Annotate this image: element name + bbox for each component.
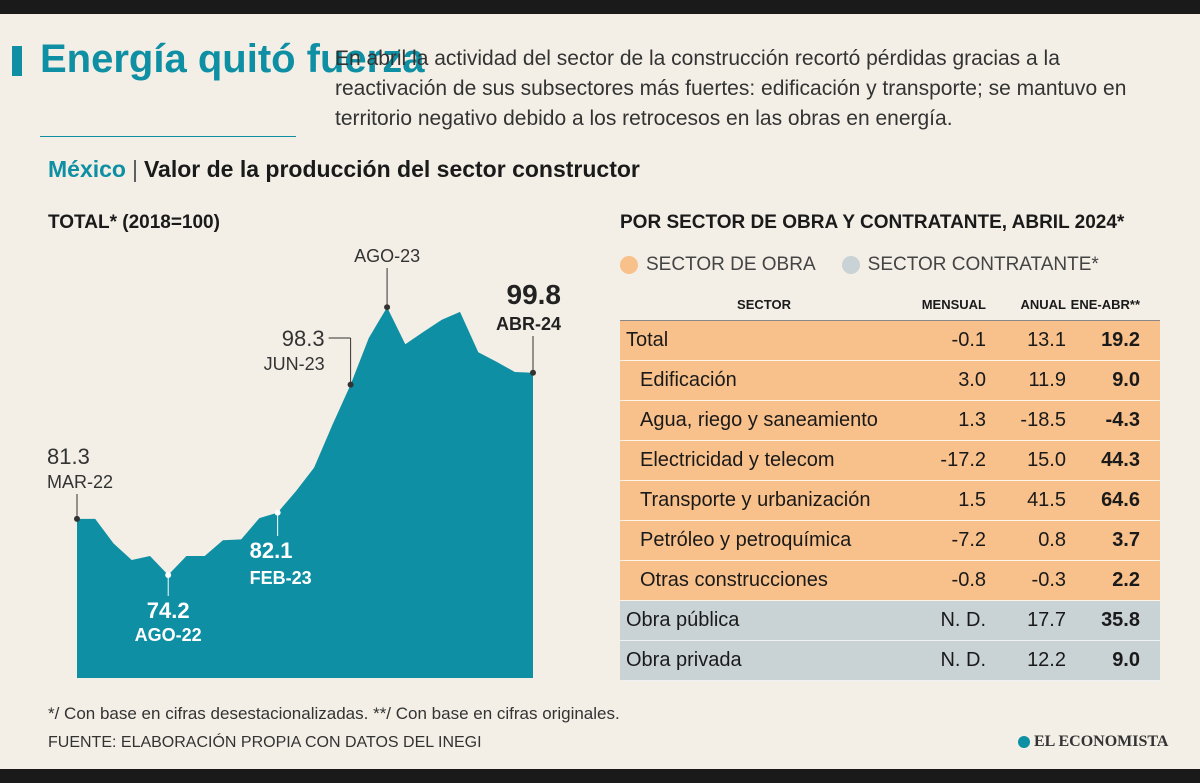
header-ene-abr: ENE-ABR** <box>1070 296 1140 312</box>
title-accent <box>12 46 22 76</box>
data-point-marker <box>165 572 172 578</box>
cell-mensual: -0.1 <box>951 329 986 351</box>
cell-anual: 41.5 <box>1027 489 1066 511</box>
table-row: Transporte y urbanización 1.5 41.5 64.6 <box>620 481 1160 521</box>
area-series <box>77 307 533 678</box>
subtitle-country: México <box>48 156 126 182</box>
legend-item-obra: SECTOR DE OBRA <box>620 254 816 276</box>
brand-name: EL ECONOMISTA <box>1034 733 1169 750</box>
brand-logo: EL ECONOMISTA <box>1018 733 1168 751</box>
cell-sector: Agua, riego y saneamiento <box>640 409 878 431</box>
legend-swatch-obra <box>620 256 638 274</box>
cell-ene-abr: 35.8 <box>1101 609 1140 631</box>
table-row: Total -0.1 13.1 19.2 <box>620 321 1160 361</box>
table-header: SECTOR MENSUAL ANUAL ENE-ABR** <box>620 288 1160 321</box>
table-row: Obra pública N. D. 17.7 35.8 <box>620 601 1160 641</box>
cell-sector: Transporte y urbanización <box>640 489 871 511</box>
cell-anual: 15.0 <box>1027 449 1066 471</box>
cell-sector: Petróleo y petroquímica <box>640 529 852 551</box>
cell-anual: -0.3 <box>1031 569 1066 591</box>
cell-mensual: -17.2 <box>940 449 986 471</box>
annotation-value: 98.3 <box>282 326 325 351</box>
cell-anual: 17.7 <box>1027 609 1066 631</box>
annotation-date: ABR-24 <box>496 314 561 334</box>
cell-ene-abr: 2.2 <box>1112 569 1140 591</box>
data-point-marker <box>274 509 281 516</box>
header-mensual: MENSUAL <box>921 296 986 312</box>
top-border <box>0 0 1200 14</box>
annotation-date: FEB-23 <box>250 568 312 588</box>
cell-anual: 0.8 <box>1038 529 1066 551</box>
bottom-border <box>0 769 1200 783</box>
header-anual: ANUAL <box>1020 296 1067 312</box>
annotation-date: AGO-23 <box>354 246 420 266</box>
cell-mensual: -7.2 <box>951 529 986 551</box>
annotation-date: AGO-22 <box>135 625 202 645</box>
cell-ene-abr: -4.3 <box>1105 409 1140 431</box>
cell-mensual: N. D. <box>940 609 986 631</box>
data-point-marker <box>74 515 80 522</box>
table-title: POR SECTOR DE OBRA Y CONTRATANTE, ABRIL … <box>620 212 1125 233</box>
cell-ene-abr: 19.2 <box>1101 329 1140 351</box>
intro-text: En abril la actividad del sector de la c… <box>335 47 1127 130</box>
data-point-marker <box>384 304 391 311</box>
cell-sector: Otras construcciones <box>640 569 828 591</box>
table-row: Electricidad y telecom -17.2 15.0 44.3 <box>620 441 1160 481</box>
data-point-marker <box>347 381 354 388</box>
table-row: Edificación 3.0 11.9 9.0 <box>620 361 1160 401</box>
cell-mensual: 1.3 <box>958 409 986 431</box>
legend-label-contratante: SECTOR CONTRATANTE* <box>867 254 1099 275</box>
table-row: Otras construcciones -0.8 -0.3 2.2 <box>620 561 1160 601</box>
cell-ene-abr: 64.6 <box>1101 489 1140 511</box>
table-row: Petróleo y petroquímica -7.2 0.8 3.7 <box>620 521 1160 561</box>
section-subtitle: México | Valor de la producción del sector… <box>48 156 640 183</box>
cell-anual: 11.9 <box>1028 369 1066 391</box>
cell-anual: 13.1 <box>1027 329 1066 351</box>
cell-ene-abr: 3.7 <box>1112 529 1140 551</box>
table-row: Obra privada N. D. 12.2 9.0 <box>620 641 1160 681</box>
annotation-value: 81.3 <box>47 444 90 469</box>
annotation-date: JUN-23 <box>264 354 325 374</box>
title-rule <box>40 136 296 137</box>
subtitle-text: Valor de la producción del sector constr… <box>143 156 640 182</box>
annotation-value: 99.8 <box>507 279 562 310</box>
table-row: Agua, riego y saneamiento 1.3 -18.5 -4.3 <box>620 401 1160 441</box>
cell-sector: Total <box>626 329 669 351</box>
legend-item-contratante: SECTOR CONTRATANTE* <box>841 254 1099 276</box>
cell-mensual: -0.8 <box>951 569 986 591</box>
cell-mensual: 3.0 <box>958 369 986 391</box>
legend-swatch-contratante <box>841 256 860 274</box>
cell-ene-abr: 9.0 <box>1112 649 1140 671</box>
cell-mensual: N. D. <box>940 649 986 671</box>
source-note: FUENTE: ELABORACIÓN PROPIA CON DATOS DEL… <box>48 734 482 751</box>
data-point-marker <box>530 369 536 376</box>
subtitle-separator: | <box>131 156 138 182</box>
cell-sector: Edificación <box>640 369 737 391</box>
sector-table: SECTOR MENSUAL ANUAL ENE-ABR** Total -0.… <box>620 288 1160 681</box>
cell-anual: -18.5 <box>1020 409 1066 431</box>
annotation-value: 108.1 <box>360 240 415 243</box>
header-sector: SECTOR <box>737 296 791 312</box>
page-title: Energía quitó fuerza <box>40 37 425 81</box>
cell-ene-abr: 9.0 <box>1112 369 1140 391</box>
annotation-value: 82.1 <box>250 538 293 563</box>
cell-mensual: 1.5 <box>958 489 986 511</box>
chart-title: TOTAL* (2018=100) <box>48 212 220 233</box>
cell-sector: Obra pública <box>626 609 740 631</box>
annotation-date: MAR-22 <box>47 472 113 492</box>
legend-label-obra: SECTOR DE OBRA <box>646 254 816 275</box>
cell-anual: 12.2 <box>1027 649 1066 671</box>
annotation-value: 74.2 <box>147 598 190 623</box>
cell-sector: Electricidad y telecom <box>640 449 835 471</box>
cell-sector: Obra privada <box>626 649 742 671</box>
cell-ene-abr: 44.3 <box>1101 449 1140 471</box>
brand-icon <box>1018 736 1030 748</box>
table-legend: SECTOR DE OBRA SECTOR CONTRATANTE* <box>620 254 1099 276</box>
footnote: */ Con base en cifras desestacionalizada… <box>48 704 620 723</box>
